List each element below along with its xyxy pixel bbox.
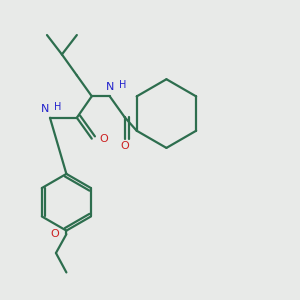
Text: O: O [51,229,59,239]
Text: O: O [99,134,108,144]
Text: H: H [118,80,126,90]
Text: N: N [106,82,114,92]
Text: N: N [40,104,49,114]
Text: H: H [54,102,61,112]
Text: O: O [120,141,129,151]
